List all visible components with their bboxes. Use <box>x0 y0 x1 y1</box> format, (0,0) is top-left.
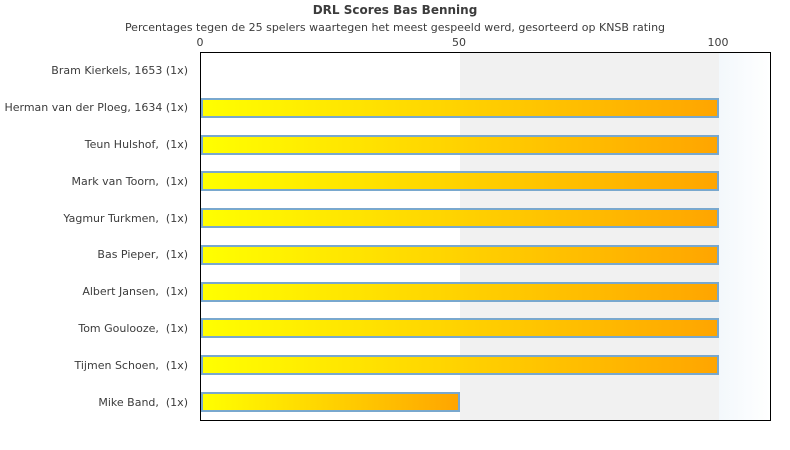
category-label: Tijmen Schoen, (1x) <box>74 359 189 373</box>
plot-area <box>200 52 771 421</box>
x-axis-tick-100: 100 <box>707 36 729 49</box>
bar <box>201 391 460 412</box>
category-label: Bas Pieper, (1x) <box>97 248 188 262</box>
bar-row <box>201 126 770 163</box>
bar <box>201 318 719 339</box>
category-label: Mark van Toorn, (1x) <box>71 174 188 188</box>
bars-area <box>201 53 770 420</box>
category-label: Herman van der Ploeg, 1634 (1x) <box>4 100 188 114</box>
bar <box>201 244 719 265</box>
bar <box>201 134 719 155</box>
category-label: Teun Hulshof, (1x) <box>84 137 188 151</box>
bar-row <box>201 383 770 420</box>
bar <box>201 98 719 119</box>
bar <box>201 171 719 192</box>
bar-row <box>201 53 770 90</box>
chart-subtitle: Percentages tegen de 25 spelers waartege… <box>124 21 666 34</box>
category-label: Mike Band, (1x) <box>98 396 188 410</box>
bar-row <box>201 273 770 310</box>
bar-row <box>201 237 770 274</box>
category-labels: Bram Kierkels, 1653 (1x) Herman van der P… <box>0 52 188 421</box>
x-axis-tick-50: 50 <box>452 36 466 49</box>
category-label: Bram Kierkels, 1653 (1x) <box>51 63 188 77</box>
bar <box>201 281 719 302</box>
bar-row <box>201 163 770 200</box>
bar-row <box>201 310 770 347</box>
chart-title: DRL Scores Bas Benning <box>312 3 478 17</box>
category-label: Yagmur Turkmen, (1x) <box>63 211 188 225</box>
bar-row <box>201 347 770 384</box>
bar <box>201 208 719 229</box>
bar <box>201 354 719 375</box>
category-label: Albert Jansen, (1x) <box>82 285 188 299</box>
bar-row <box>201 90 770 127</box>
x-axis-tick-0: 0 <box>196 36 204 49</box>
bar-row <box>201 200 770 237</box>
category-label: Tom Goulooze, (1x) <box>78 322 188 336</box>
